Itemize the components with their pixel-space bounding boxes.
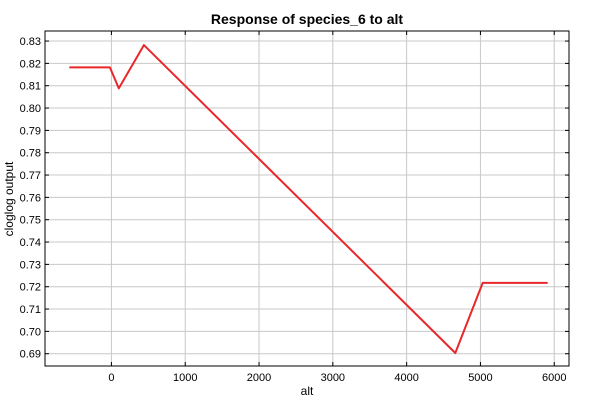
y-tick-label: 0.71 <box>20 304 41 316</box>
y-tick-label: 0.69 <box>20 349 41 361</box>
y-tick-label: 0.72 <box>20 282 41 294</box>
x-tick-label: 0 <box>108 372 114 384</box>
x-axis-label: alt <box>301 384 314 398</box>
y-tick-label: 0.78 <box>20 148 41 160</box>
x-tick-label: 1000 <box>173 372 197 384</box>
y-tick-label: 0.76 <box>20 192 41 204</box>
y-axis-label: cloglog output <box>2 161 16 236</box>
y-tick-label: 0.82 <box>20 58 41 70</box>
axis-ticks: 0 1000 2000 3000 4000 5000 6000 0.69 0.70 0.71 0.7… <box>20 31 569 384</box>
y-tick-label: 0.77 <box>20 170 41 182</box>
y-tick-label: 0.80 <box>20 103 41 115</box>
y-tick-label: 0.74 <box>20 237 41 249</box>
plot-frame <box>44 30 570 367</box>
y-tick-label: 0.70 <box>20 326 41 338</box>
y-tick-label: 0.79 <box>20 125 41 137</box>
response-line <box>69 44 548 354</box>
chart-title: Response of species_6 to alt <box>211 11 404 27</box>
y-tick-label: 0.75 <box>20 215 41 227</box>
x-tick-label: 6000 <box>542 372 566 384</box>
x-tick-label: 3000 <box>321 372 345 384</box>
y-tick-label: 0.73 <box>20 259 41 271</box>
x-tick-label: 4000 <box>394 372 418 384</box>
y-tick-label: 0.83 <box>20 36 41 48</box>
grid <box>45 31 569 366</box>
x-tick-label: 5000 <box>468 372 492 384</box>
series-layer <box>69 44 548 354</box>
y-tick-label: 0.81 <box>20 81 41 93</box>
x-tick-label: 2000 <box>247 372 271 384</box>
